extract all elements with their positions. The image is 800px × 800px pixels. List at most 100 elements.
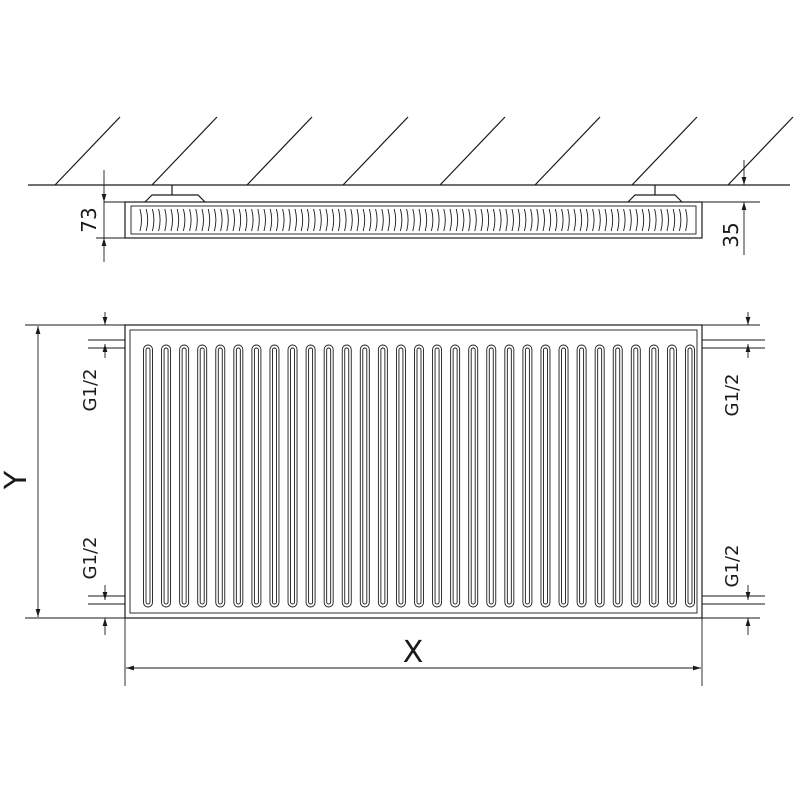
side-fin (356, 208, 359, 232)
hatch-line (534, 116, 601, 186)
front-fin (233, 344, 244, 608)
connection-label-left-bottom: G1/2 (80, 537, 101, 580)
front-fin-inner (669, 347, 675, 605)
width-label: X (403, 635, 424, 670)
front-fin-inner (452, 347, 458, 605)
side-fin (598, 208, 601, 232)
front-fin-inner (543, 347, 548, 605)
side-fin (536, 208, 539, 232)
front-fin-inner (199, 347, 205, 605)
front-fin (612, 344, 623, 608)
front-fin (305, 344, 316, 608)
side-fin (517, 208, 521, 232)
front-fin-inner (579, 347, 585, 605)
side-fin (623, 208, 626, 232)
front-fin (215, 344, 226, 608)
front-fin (161, 344, 172, 608)
side-fin (220, 208, 223, 232)
side-fin (381, 208, 384, 232)
hatch-line (151, 116, 218, 186)
side-fin (238, 208, 242, 232)
front-fin (143, 344, 153, 608)
front-fin (251, 344, 262, 608)
side-fin (406, 208, 409, 232)
side-fin (294, 208, 297, 232)
side-fin (573, 208, 576, 232)
side-fin (251, 208, 254, 232)
side-fin (579, 208, 583, 232)
side-fin (412, 208, 415, 232)
front-fin (179, 344, 190, 608)
front-fin (630, 344, 641, 608)
side-fin (523, 208, 527, 232)
front-fin-inner (524, 347, 530, 605)
side-fin (443, 208, 446, 232)
front-fin-inner (217, 347, 223, 605)
front-fin-inner (362, 347, 368, 605)
height-label: Y (0, 470, 34, 490)
front-fin (666, 344, 677, 608)
front-fin-inner (687, 347, 693, 605)
side-fin (635, 208, 638, 232)
wall-hatching (54, 116, 794, 186)
side-fin (195, 208, 198, 232)
side-fin (567, 208, 570, 232)
front-fin-inner (470, 347, 476, 605)
hatch-line (727, 116, 794, 186)
side-fin (337, 208, 341, 232)
side-fin (474, 208, 477, 232)
side-fin (275, 208, 279, 232)
side-fin (313, 208, 316, 232)
side-fin (325, 208, 328, 232)
pipe-right-bottom (702, 595, 765, 605)
front-fin (504, 344, 515, 608)
front-fin-inner (633, 347, 639, 605)
hatch-line (246, 116, 313, 186)
front-fin (576, 344, 587, 608)
front-fin-inner (488, 347, 494, 605)
side-fin (660, 208, 663, 232)
front-fin-inner (272, 347, 277, 605)
side-fin (399, 208, 403, 232)
side-fin (461, 208, 465, 232)
hatch-line (631, 116, 698, 186)
front-fin (522, 344, 533, 608)
front-fin-inner (380, 347, 386, 605)
side-fin (189, 208, 192, 232)
front-fin (341, 344, 352, 608)
pipe-left-bottom (88, 595, 125, 605)
side-fin (437, 208, 440, 232)
side-fin (145, 208, 149, 232)
side-fin (362, 208, 366, 232)
side-fin (511, 208, 514, 232)
side-fin (387, 208, 390, 232)
front-fin (323, 344, 334, 608)
wall-bracket-right (627, 185, 683, 203)
side-fin (654, 208, 657, 232)
pipe-left-top (88, 339, 125, 349)
side-fin (213, 208, 217, 232)
front-fin-inner (615, 347, 621, 605)
front-fin-inner (398, 347, 404, 605)
connection-label-left-top: G1/2 (80, 369, 101, 412)
wall-gap-label: 35 (719, 222, 743, 247)
side-fin (176, 208, 180, 232)
side-fin (610, 208, 614, 232)
side-fin (306, 208, 310, 232)
side-fin (672, 208, 676, 232)
side-fin (604, 208, 607, 232)
side-fin (542, 208, 545, 232)
front-fin-inner (344, 347, 350, 605)
hatch-line (439, 116, 506, 186)
front-fin (558, 344, 569, 608)
wall-bracket-left (144, 185, 206, 203)
side-fin (561, 208, 564, 232)
side-fin (375, 208, 378, 232)
front-fin-inner (290, 347, 295, 605)
front-fin-inner (235, 347, 241, 605)
front-fin (269, 344, 280, 608)
side-fin (492, 208, 496, 232)
side-fin (257, 208, 260, 232)
